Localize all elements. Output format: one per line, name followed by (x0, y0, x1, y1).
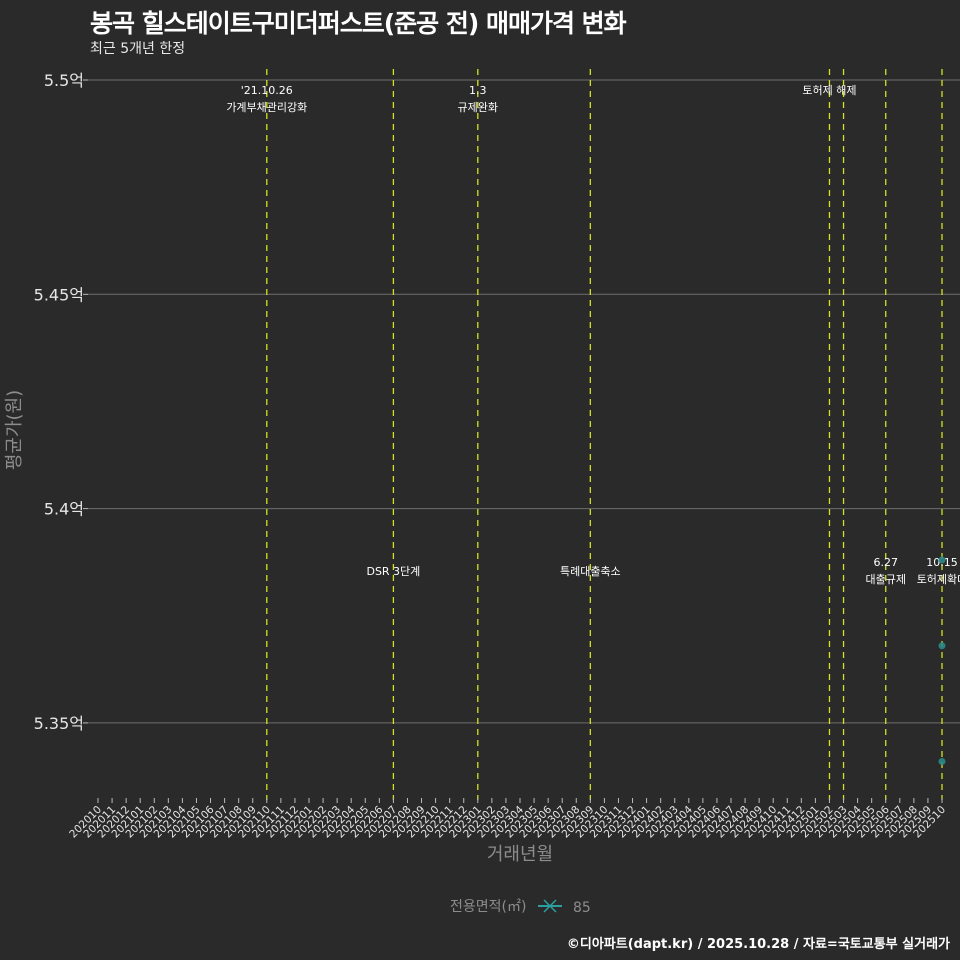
chart-title: 봉곡 힐스테이트구미더퍼스트(준공 전) 매매가격 변화 (90, 9, 627, 38)
x-axis-title: 거래년월 (487, 844, 553, 865)
event-annotation: 특례대출축소 (560, 565, 621, 578)
event-annotation: DSR 3단계 (366, 565, 420, 578)
legend-key-icon (538, 899, 562, 913)
y-axis-title: 평균가(원) (4, 390, 25, 470)
event-annotation: 규제완화 (458, 101, 498, 114)
event-annotation: 6.27 (873, 556, 898, 569)
data-point (938, 556, 946, 564)
event-annotation: '21.10.26 (241, 84, 293, 97)
legend: 전용면적(㎡) 85 (450, 899, 591, 916)
chart-subtitle: 최근 5개년 한정 (90, 41, 186, 57)
event-annotation: 가계부채관리강화 (226, 101, 307, 114)
data-point (938, 757, 946, 765)
y-tick-label: 5.4억 (44, 500, 84, 519)
y-tick-label: 5.5억 (44, 71, 84, 90)
source-caption: ©디아파트(dapt.kr) / 2025.10.28 / 자료=국토교통부 실… (566, 937, 950, 952)
event-annotation: 1.3 (469, 84, 487, 97)
y-tick-label: 5.35억 (34, 714, 84, 733)
event-annotation: 토허제확대 (917, 573, 960, 586)
legend-title: 전용면적(㎡) (450, 899, 526, 915)
event-annotation: 대출규제 (865, 573, 905, 586)
legend-entry-85: 85 (573, 900, 591, 916)
data-point (938, 642, 946, 650)
y-tick-label: 5.45억 (34, 285, 84, 304)
event-annotation: 토허제 해제 (802, 83, 856, 97)
